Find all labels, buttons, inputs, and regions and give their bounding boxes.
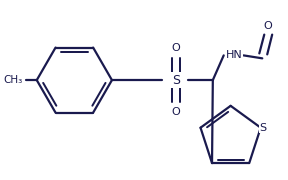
Text: O: O xyxy=(172,107,181,117)
Text: HN: HN xyxy=(226,50,242,60)
Text: O: O xyxy=(172,43,181,53)
Text: S: S xyxy=(172,74,180,87)
Text: S: S xyxy=(259,123,266,133)
Text: O: O xyxy=(264,21,273,31)
Text: CH₃: CH₃ xyxy=(4,75,23,85)
